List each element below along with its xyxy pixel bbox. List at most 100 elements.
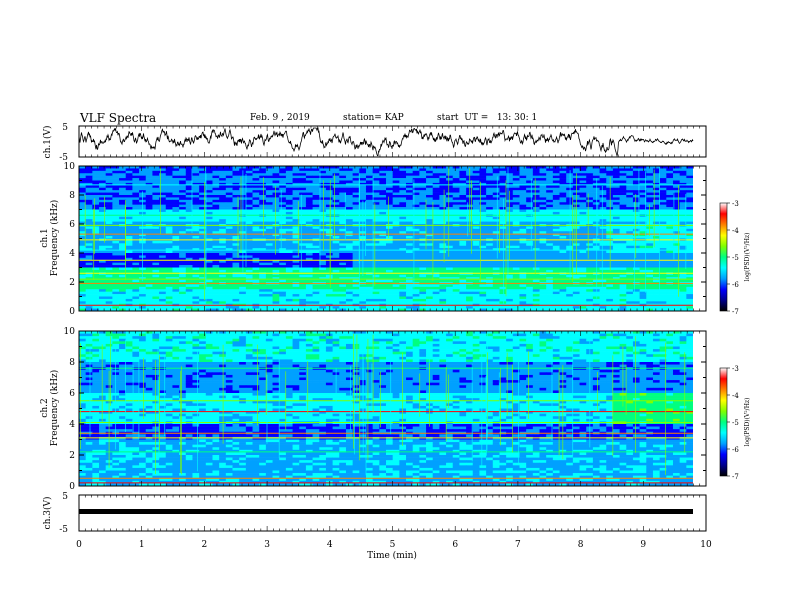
spectrogram-cell xyxy=(345,267,354,271)
spectrogram-cell xyxy=(399,233,407,237)
spectrogram-cell xyxy=(272,199,280,203)
spectrogram-cell xyxy=(439,178,447,181)
spectrogram-cell xyxy=(232,236,240,239)
spectrogram-cell xyxy=(132,248,140,251)
spectrogram-cell xyxy=(459,253,467,256)
spectrogram-cell xyxy=(392,284,400,288)
spectrogram-cell xyxy=(472,245,480,249)
spectrogram-cell xyxy=(632,221,640,225)
spectrogram-cell xyxy=(225,195,233,198)
spectrogram-cell xyxy=(245,185,253,189)
spectrogram-cell xyxy=(79,289,87,292)
spectrogram-cell xyxy=(559,185,567,189)
spectrogram-cell xyxy=(279,192,287,196)
spectrogram-cell xyxy=(619,228,627,232)
spectrogram-cell xyxy=(285,245,293,249)
spectrogram-cell xyxy=(619,248,627,251)
spectrogram-cell xyxy=(646,192,654,196)
spectrogram-cell xyxy=(305,279,313,283)
spectrogram-cell xyxy=(292,274,300,278)
spectrogram-cell xyxy=(112,286,120,290)
spectrogram-cell xyxy=(412,197,420,201)
spectrogram-cell xyxy=(419,240,427,244)
spectrogram-cell xyxy=(159,197,167,201)
spectrogram-cell xyxy=(386,190,394,193)
spectrogram-cell xyxy=(519,204,527,208)
spectrogram-cell xyxy=(386,262,394,266)
spectrogram-cell xyxy=(339,209,347,213)
spectrogram-cell xyxy=(626,185,634,189)
spectrogram-cell xyxy=(345,294,354,297)
spectrogram-cell xyxy=(99,192,107,196)
spectrogram-cell xyxy=(359,170,367,174)
spectrogram-cell xyxy=(292,209,300,213)
spectrogram-cell xyxy=(432,175,440,179)
spectrogram-cell xyxy=(145,294,153,297)
spectrogram-cell xyxy=(179,279,187,283)
spectrogram-cell xyxy=(499,250,507,254)
spectrogram-cell xyxy=(172,199,180,203)
spectrogram-cell xyxy=(192,231,200,234)
spectrogram-cell xyxy=(426,187,434,191)
spectrogram-cell xyxy=(279,294,287,297)
spectrogram-cell xyxy=(312,253,320,256)
spectrogram-cell xyxy=(606,236,614,239)
spectrogram-cell xyxy=(119,216,127,220)
spectrogram-cell xyxy=(192,216,200,220)
spectrogram-cell xyxy=(586,180,594,184)
spectrogram-cell xyxy=(612,190,620,193)
spectrogram-cell xyxy=(192,182,200,186)
spectrogram-cell xyxy=(652,195,661,198)
spectrogram-cell xyxy=(646,187,654,191)
spectrogram-cell xyxy=(519,221,527,225)
spectrogram-cell xyxy=(332,173,340,176)
spectrogram-cell xyxy=(619,197,627,201)
spectrogram-cell xyxy=(159,202,167,205)
spectrogram-cell xyxy=(432,284,440,288)
spectrogram-cell xyxy=(339,267,347,271)
spectrogram-cell xyxy=(325,233,333,237)
spectrogram-cell xyxy=(245,269,253,273)
spectrogram-cell xyxy=(386,245,394,249)
spectrogram-cell xyxy=(225,277,233,280)
spectrogram-cell xyxy=(212,269,220,273)
spectrogram-cell xyxy=(259,168,267,172)
spectrogram-cell xyxy=(192,286,200,290)
spectrogram-cell xyxy=(546,289,554,292)
spectrogram-cell xyxy=(119,294,127,297)
spectrogram-cell xyxy=(532,190,540,193)
spectrogram-cell xyxy=(225,204,233,208)
spectrogram-cell xyxy=(486,190,494,193)
spectrogram-cell xyxy=(652,182,661,186)
spectrogram-cell xyxy=(386,207,394,210)
spectrogram-cell xyxy=(119,182,127,186)
spectrogram-cell xyxy=(406,262,414,266)
spectrogram-cell xyxy=(232,207,240,210)
spectrogram-cell xyxy=(132,274,140,278)
spectrogram-cell xyxy=(125,240,133,244)
spectrogram-cell xyxy=(172,291,180,295)
spectrogram-cell xyxy=(486,211,494,215)
spectrogram-cell xyxy=(459,178,467,181)
spectrogram-cell xyxy=(686,245,694,249)
spectrogram-cell xyxy=(432,277,440,280)
spectrogram-cell xyxy=(586,260,594,263)
spectrogram-cell xyxy=(205,221,213,225)
spectrogram-cell xyxy=(332,199,340,203)
spectrogram-cell xyxy=(492,192,500,196)
spectrogram-cell xyxy=(339,166,347,169)
spectrogram-cell xyxy=(419,170,427,174)
spectrogram-cell xyxy=(165,209,173,213)
spectrogram-cell xyxy=(512,291,520,295)
spectrogram-cell xyxy=(432,187,440,191)
spectrogram-cell xyxy=(492,197,500,201)
spectrogram-cell xyxy=(245,240,253,244)
spectrogram-cell xyxy=(319,231,327,234)
spectrogram-cell xyxy=(479,279,487,283)
spectrogram-cell xyxy=(119,284,127,288)
spectrogram-cell xyxy=(79,257,87,261)
spectrogram-cell xyxy=(472,253,480,256)
spectrogram-cell xyxy=(319,207,327,210)
spectrogram-cell xyxy=(205,197,213,201)
spectrogram-cell xyxy=(586,219,594,222)
